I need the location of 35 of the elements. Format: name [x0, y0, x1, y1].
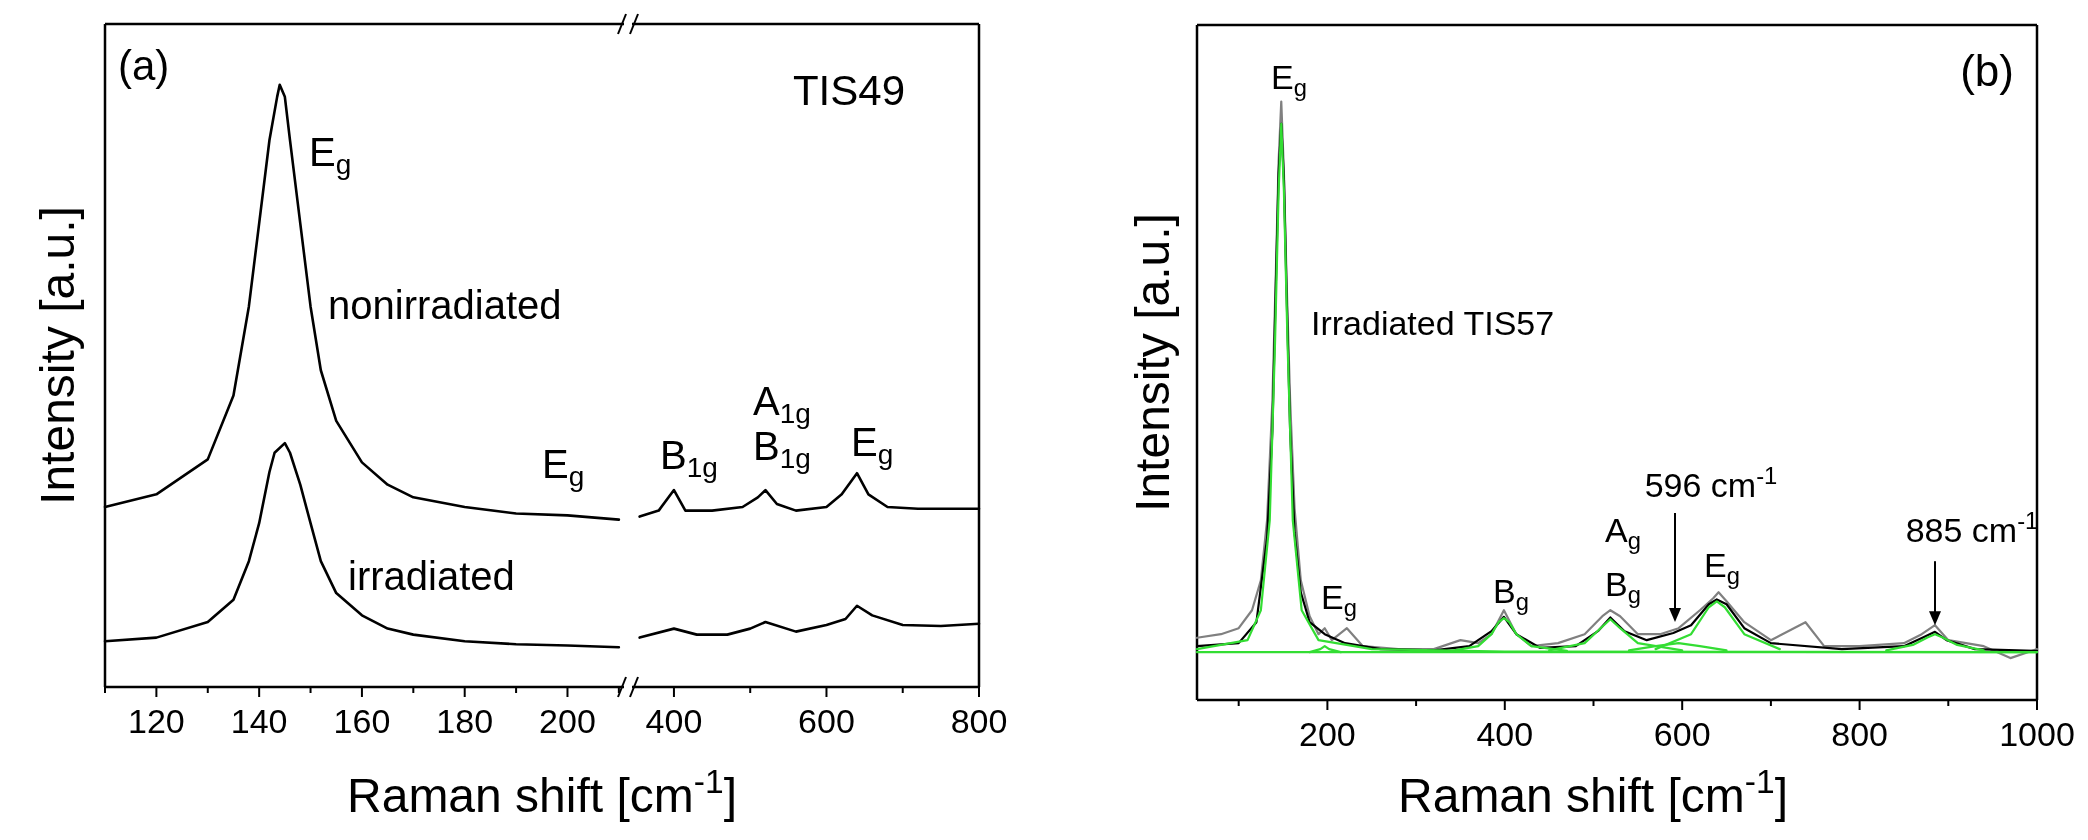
y-axis-title: Intensity [a.u.]: [31, 206, 84, 505]
annotation: E$_{g}$: [1704, 546, 1740, 590]
annotation: E$_{g}$: [309, 130, 352, 181]
x-tick-label: 180: [436, 702, 494, 740]
annotation: E$_{g}$: [1321, 578, 1357, 622]
series-label: irradiated: [348, 554, 515, 598]
annotation: 596 cm$^{-1}$: [1644, 461, 1778, 504]
x-tick-label: 600: [798, 702, 855, 740]
x-axis-title: Raman shift [cm$^{-1}$]: [1398, 763, 1788, 822]
annotation: A$_{g}$: [1605, 511, 1641, 555]
x-tick-label: 1000: [1999, 715, 2075, 753]
text: TIS49: [792, 67, 905, 114]
x-tick-label: 160: [333, 702, 391, 740]
series-label: nonirradiated: [328, 283, 562, 327]
annotation: B$_{1g}$: [660, 433, 718, 484]
x-tick-label: 200: [1299, 715, 1356, 753]
x-tick-label: 140: [230, 702, 288, 740]
y-axis-title: Intensity [a.u.]: [1126, 213, 1179, 512]
text: E$_{g}$: [851, 420, 894, 471]
annotation: B$_{g}$: [1493, 572, 1529, 616]
x-tick-label: 400: [1476, 715, 1534, 753]
text: (b): [1960, 46, 2014, 95]
annotation: E$_{g}$: [542, 442, 585, 493]
x-tick-label: 200: [539, 702, 596, 740]
x-axis-title: Raman shift [cm$^{-1}$]: [347, 763, 737, 822]
x-tick-label: 800: [950, 702, 1008, 740]
annotation: (a): [118, 42, 170, 89]
annotation: 885 cm$^{-1}$: [1905, 507, 2039, 550]
x-tick-label: 400: [645, 702, 703, 740]
annotation: B$_{g}$: [1605, 565, 1641, 609]
x-tick-label: 120: [128, 702, 185, 740]
x-tick-label: 800: [1831, 715, 1888, 753]
text: E$_{g}$: [1271, 58, 1307, 102]
annotation: Irradiated TIS57: [1311, 304, 1555, 342]
x-tick-label: 600: [1653, 715, 1711, 753]
